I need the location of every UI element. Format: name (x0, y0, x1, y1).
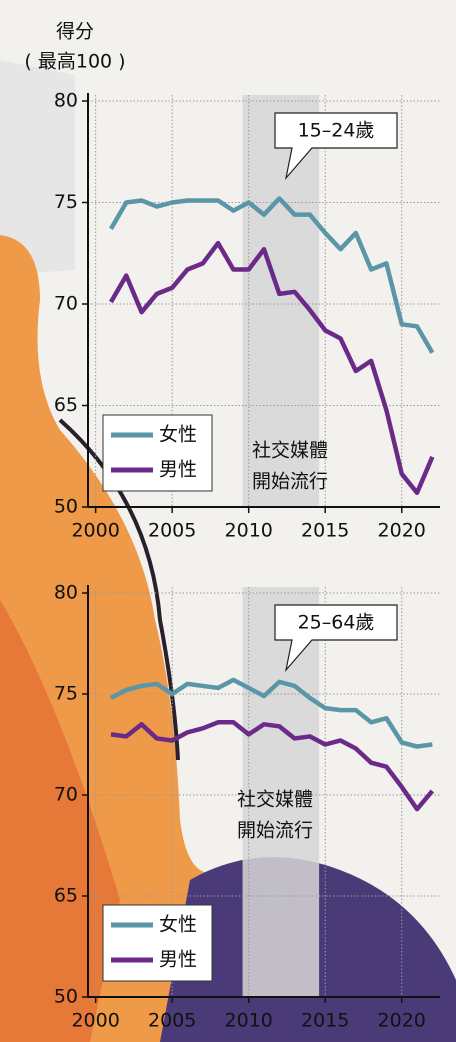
y-tick-label: 50 (54, 496, 78, 518)
legend-label: 男性 (159, 949, 197, 971)
x-tick-label: 2010 (225, 520, 273, 542)
y-tick-label: 75 (54, 191, 78, 213)
y-tick-label: 70 (54, 784, 78, 806)
y-axis-label: 得分 (56, 21, 94, 43)
y-tick-label: 65 (54, 885, 78, 907)
annotation: 開始流行 (237, 820, 313, 842)
y-tick-label: 70 (54, 293, 78, 315)
y-tick-label: 80 (54, 582, 78, 604)
annotation: 社交媒體 (252, 440, 328, 462)
callout-text: 15–24歲 (298, 120, 375, 142)
x-tick-label: 2005 (148, 520, 196, 542)
legend-label: 女性 (159, 914, 197, 936)
x-tick-label: 2015 (301, 1010, 349, 1032)
legend-label: 女性 (159, 424, 197, 446)
legend-label: 男性 (159, 459, 197, 481)
y-axis-label: ( 最高100 ) (24, 51, 125, 73)
x-tick-label: 2000 (71, 520, 119, 542)
y-tick-label: 65 (54, 394, 78, 416)
x-tick-label: 2015 (301, 520, 349, 542)
annotation: 開始流行 (252, 471, 328, 493)
x-tick-label: 2000 (71, 1010, 119, 1032)
y-tick-label: 75 (54, 683, 78, 705)
y-tick-label: 50 (54, 986, 78, 1008)
x-tick-label: 2005 (148, 1010, 196, 1032)
callout-text: 25–64歲 (298, 612, 375, 634)
x-tick-label: 2020 (378, 1010, 426, 1032)
x-tick-label: 2020 (378, 520, 426, 542)
chart: 50 65 70 75 80 2000 2005 2010 2015 2020 得分 ( 最高100 … (0, 0, 456, 1042)
x-tick-label: 2010 (225, 1010, 273, 1032)
y-tick-label: 80 (54, 90, 78, 112)
annotation: 社交媒體 (237, 789, 313, 811)
